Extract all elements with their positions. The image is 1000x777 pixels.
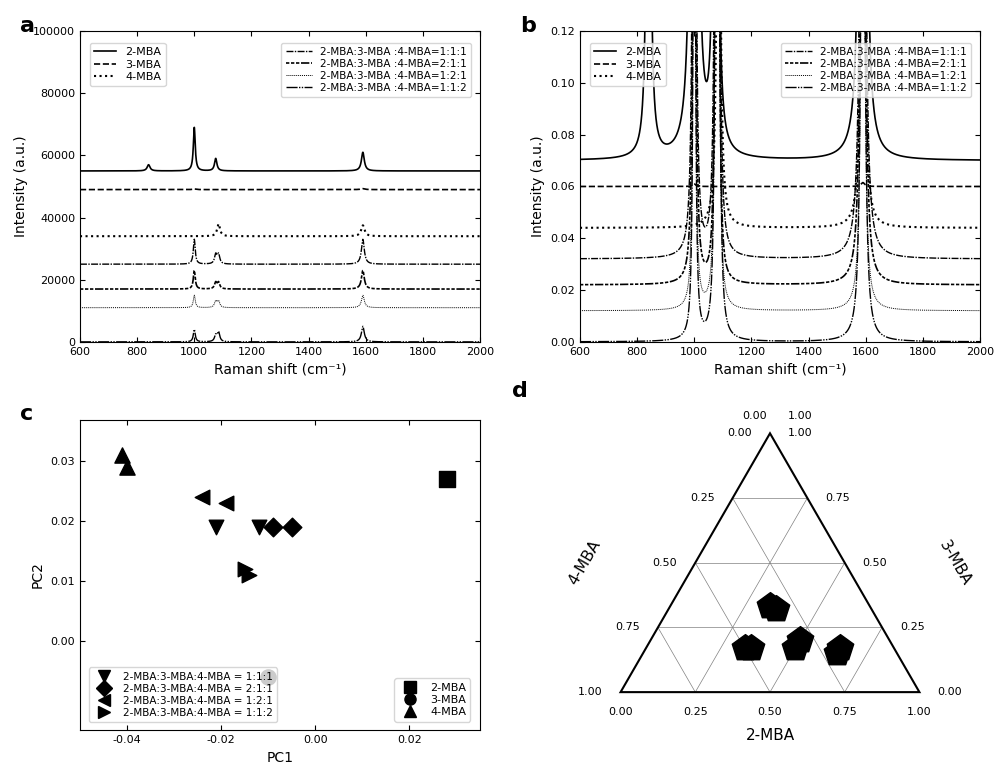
Y-axis label: PC2: PC2 <box>31 562 45 588</box>
Text: 0.75: 0.75 <box>615 622 640 632</box>
Text: 0.50: 0.50 <box>758 707 782 717</box>
Point <box>241 569 257 581</box>
Text: 0.00: 0.00 <box>727 428 752 438</box>
Text: 0.50: 0.50 <box>653 558 677 568</box>
X-axis label: PC1: PC1 <box>266 751 294 765</box>
Point <box>768 603 784 615</box>
X-axis label: Raman shift (cm⁻¹): Raman shift (cm⁻¹) <box>714 362 846 376</box>
Text: 1.00: 1.00 <box>788 411 812 421</box>
Text: a: a <box>20 16 35 36</box>
Text: 1.00: 1.00 <box>578 687 603 697</box>
Text: 1.00: 1.00 <box>788 428 813 438</box>
Text: 2-MBA: 2-MBA <box>745 728 795 743</box>
Point <box>743 642 759 654</box>
Point <box>260 671 276 683</box>
Text: 0.25: 0.25 <box>900 622 925 632</box>
Text: 0.75: 0.75 <box>825 493 850 503</box>
Text: 0.50: 0.50 <box>863 558 887 568</box>
Legend: 2-MBA:3-MBA :4-MBA=1:1:1, 2-MBA:3-MBA :4-MBA=2:1:1, 2-MBA:3-MBA :4-MBA=1:2:1, 2-: 2-MBA:3-MBA :4-MBA=1:1:1, 2-MBA:3-MBA :4… <box>281 43 471 97</box>
Text: 4-MBA: 4-MBA <box>566 538 603 587</box>
Point <box>251 521 267 533</box>
Text: 0.00: 0.00 <box>743 411 767 421</box>
Text: 0.25: 0.25 <box>683 707 708 717</box>
Point <box>832 642 848 654</box>
Text: b: b <box>520 16 536 36</box>
Point <box>737 642 753 654</box>
Point <box>787 642 803 654</box>
Point <box>237 563 253 575</box>
Text: 0.75: 0.75 <box>832 707 857 717</box>
Text: 3-MBA: 3-MBA <box>936 538 974 588</box>
Legend: 2-MBA:3-MBA :4-MBA=1:1:1, 2-MBA:3-MBA :4-MBA=2:1:1, 2-MBA:3-MBA :4-MBA=1:2:1, 2-: 2-MBA:3-MBA :4-MBA=1:1:1, 2-MBA:3-MBA :4… <box>781 43 971 97</box>
Point <box>208 521 224 533</box>
Point <box>194 491 210 503</box>
Text: 0.25: 0.25 <box>690 493 715 503</box>
Text: 0.00: 0.00 <box>937 687 962 697</box>
Point <box>762 600 778 612</box>
Legend: 2-MBA, 3-MBA, 4-MBA: 2-MBA, 3-MBA, 4-MBA <box>394 678 470 722</box>
Y-axis label: Intensity (a.u.): Intensity (a.u.) <box>14 136 28 237</box>
Point <box>265 521 281 533</box>
X-axis label: Raman shift (cm⁻¹): Raman shift (cm⁻¹) <box>214 362 346 376</box>
Point <box>119 462 135 474</box>
Point <box>439 473 455 486</box>
Text: d: d <box>512 382 528 402</box>
Point <box>792 634 808 646</box>
Point <box>284 521 300 533</box>
Point <box>114 449 130 462</box>
Point <box>218 497 234 510</box>
Point <box>829 647 845 660</box>
Text: 1.00: 1.00 <box>907 707 932 717</box>
Y-axis label: Intensity (a.u.): Intensity (a.u.) <box>531 136 545 237</box>
Text: 0.00: 0.00 <box>608 707 633 717</box>
Text: c: c <box>20 404 33 424</box>
